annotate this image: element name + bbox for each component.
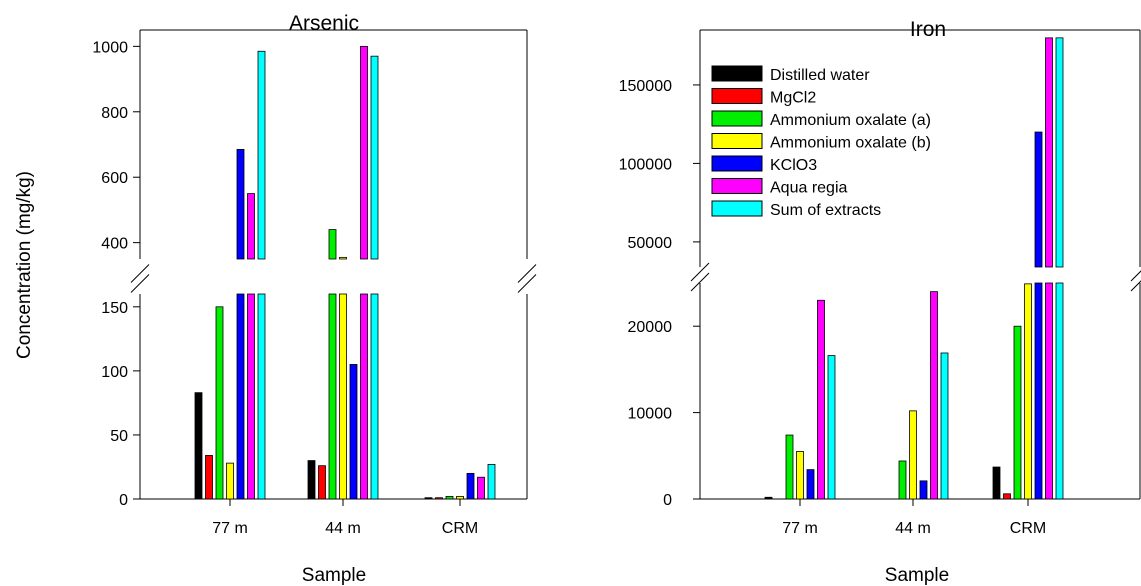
panel-0-bar-sum-of-extracts-1-upper <box>370 55 379 260</box>
panel-0-ytick-label-upper-1: 600 <box>101 170 128 187</box>
panel-0-ytick-label-lower-3: 150 <box>101 300 128 317</box>
panel-0-ytick-label-upper-2: 800 <box>101 105 128 122</box>
panel-1-bar-distilled-water-0-lower <box>764 496 773 500</box>
panel-0-ytick-label-upper-3: 1000 <box>92 39 128 56</box>
panel-0-bar-ammonium-oxalate-b--1-upper <box>339 256 347 260</box>
panel-1-xtick-label-2: CRM <box>1010 520 1046 537</box>
panel-0-break-mark-0a <box>130 264 150 283</box>
legend-swatch-2 <box>711 110 763 127</box>
panel-0-bar-ammonium-oxalate-a--1-upper <box>328 229 337 260</box>
panel-0-xtick-label-0: 77 m <box>212 520 248 537</box>
panel-0-bar-sum-of-extracts-2-lower <box>487 464 496 500</box>
legend-swatch-6 <box>711 200 763 217</box>
legend-label-2: Ammonium oxalate (a) <box>770 112 931 129</box>
panel-1-xtick-label-0: 77 m <box>782 520 818 537</box>
panel-1-break-mark-0a <box>690 262 710 282</box>
panel-1-ytick-label-lower-1: 10000 <box>628 406 673 423</box>
panel-1-bar-aqua-regia-2-lower <box>1045 282 1053 500</box>
panel-1-bar-aqua-regia-2-upper <box>1045 37 1053 268</box>
panel-0-bar-kclo3-0-lower <box>236 293 245 500</box>
panel-0-bar-distilled-water-0-lower <box>194 392 203 500</box>
panel-0-bar-ammonium-oxalate-a--0-lower <box>215 306 224 500</box>
legend-label-3: Ammonium oxalate (b) <box>770 135 931 152</box>
panel-1-bar-sum-of-extracts-2-lower <box>1055 282 1064 500</box>
panel-1-ytick-label-upper-0: 50000 <box>628 235 673 252</box>
panel-1-bar-ammonium-oxalate-b--1-lower <box>909 410 917 500</box>
panel-0-break-mark-1b <box>517 274 537 293</box>
panel-1-bar-sum-of-extracts-1-lower <box>940 352 949 500</box>
panel-0-bar-sum-of-extracts-0-lower <box>257 293 266 500</box>
panel-0-bar-aqua-regia-0-lower <box>247 293 255 500</box>
panel-0-break-mark-1a <box>517 264 537 283</box>
panel-0-bar-kclo3-1-lower <box>349 364 358 500</box>
panel-1-bar-kclo3-1-lower <box>919 480 928 500</box>
panel-1-bar-ammonium-oxalate-b--2-lower <box>1024 283 1032 500</box>
legend-swatch-3 <box>711 133 763 149</box>
panel-0-bar-mgcl2-2-lower <box>435 497 443 500</box>
y-axis-label: Concentration (mg/kg) <box>14 171 35 359</box>
panel-0-bar-ammonium-oxalate-b--2-lower <box>456 496 464 500</box>
panel-1-ytick-label-lower-2: 20000 <box>628 319 673 336</box>
legend-label-6: Sum of extracts <box>770 202 881 219</box>
panel-0-bar-aqua-regia-1-lower <box>360 293 368 500</box>
panel-0-bar-mgcl2-0-lower <box>205 455 213 500</box>
panel-1-x-axis-label: Sample <box>885 565 949 586</box>
panel-0-bar-ammonium-oxalate-b--0-lower <box>226 462 234 500</box>
panel-0-xtick-label-2: CRM <box>442 520 478 537</box>
panel-0-bar-aqua-regia-1-upper <box>360 45 368 260</box>
panel-0-xtick-label-1: 44 m <box>325 520 361 537</box>
panel-0-title: Arsenic <box>289 12 359 35</box>
panel-1-xtick-label-1: 44 m <box>895 520 931 537</box>
panel-0-break-mark-0b <box>130 274 150 293</box>
panel-1-ytick-label-upper-1: 100000 <box>619 156 672 173</box>
panel-1-bar-aqua-regia-1-lower <box>930 291 938 500</box>
panel-1-bar-kclo3-2-upper <box>1034 131 1043 268</box>
panel-1-bar-distilled-water-2-lower <box>992 466 1001 500</box>
legend-label-4: KClO3 <box>770 157 817 174</box>
panel-1-ytick-label-upper-2: 150000 <box>619 78 672 95</box>
panel-1-bar-mgcl2-2-lower <box>1003 493 1011 500</box>
panel-1-bar-sum-of-extracts-0-lower <box>827 355 836 500</box>
panel-0-ytick-label-upper-0: 400 <box>101 236 128 253</box>
panel-1-ytick-label-lower-0: 0 <box>663 492 672 509</box>
panel-1-bar-ammonium-oxalate-a--1-lower <box>898 460 907 500</box>
panel-0-bar-kclo3-0-upper <box>236 149 245 260</box>
panel-1-bar-ammonium-oxalate-a--0-lower <box>785 434 794 500</box>
legend-swatch-4 <box>711 155 763 172</box>
panel-1-bar-sum-of-extracts-2-upper <box>1055 37 1064 268</box>
panel-1-break-mark-1b <box>1130 280 1141 292</box>
panel-0-bar-distilled-water-2-lower <box>424 497 433 500</box>
panel-0-x-axis-label: Sample <box>302 565 366 586</box>
panel-1-bar-ammonium-oxalate-b--0-lower <box>796 451 804 500</box>
panel-1-break-mark-0b <box>690 272 710 292</box>
panel-0-ytick-label-lower-0: 0 <box>119 492 128 509</box>
panel-0-bar-sum-of-extracts-1-lower <box>370 293 379 500</box>
panel-0-bar-kclo3-2-lower <box>466 472 475 500</box>
panel-0-bar-mgcl2-1-lower <box>318 465 326 500</box>
panel-1-bar-kclo3-2-lower <box>1034 282 1043 500</box>
panel-0-bar-aqua-regia-2-lower <box>477 476 485 500</box>
panel-0-bar-aqua-regia-0-upper <box>247 193 255 260</box>
panel-0-bar-distilled-water-1-lower <box>307 460 316 500</box>
legend-swatch-1 <box>711 88 763 104</box>
panel-1-bar-aqua-regia-0-lower <box>817 299 825 500</box>
panel-0-ytick-label-lower-1: 50 <box>110 428 128 445</box>
panel-1-break-mark-1a <box>1130 270 1141 282</box>
panel-1-bar-kclo3-0-lower <box>806 469 815 500</box>
panel-0-bar-ammonium-oxalate-a--1-lower <box>328 293 337 500</box>
panel-0-bar-sum-of-extracts-0-upper <box>257 50 266 260</box>
panel-0-bar-ammonium-oxalate-b--1-lower <box>339 293 347 500</box>
legend-label-5: Aqua regia <box>770 180 847 197</box>
legend-swatch-5 <box>711 178 763 194</box>
panel-1-bar-ammonium-oxalate-a--2-lower <box>1013 325 1022 500</box>
panel-0-bar-ammonium-oxalate-a--2-lower <box>445 496 454 500</box>
panel-0-ytick-label-lower-2: 100 <box>101 364 128 381</box>
legend-label-0: Distilled water <box>770 67 870 84</box>
legend-label-1: MgCl2 <box>770 90 816 107</box>
legend-swatch-0 <box>711 65 763 82</box>
